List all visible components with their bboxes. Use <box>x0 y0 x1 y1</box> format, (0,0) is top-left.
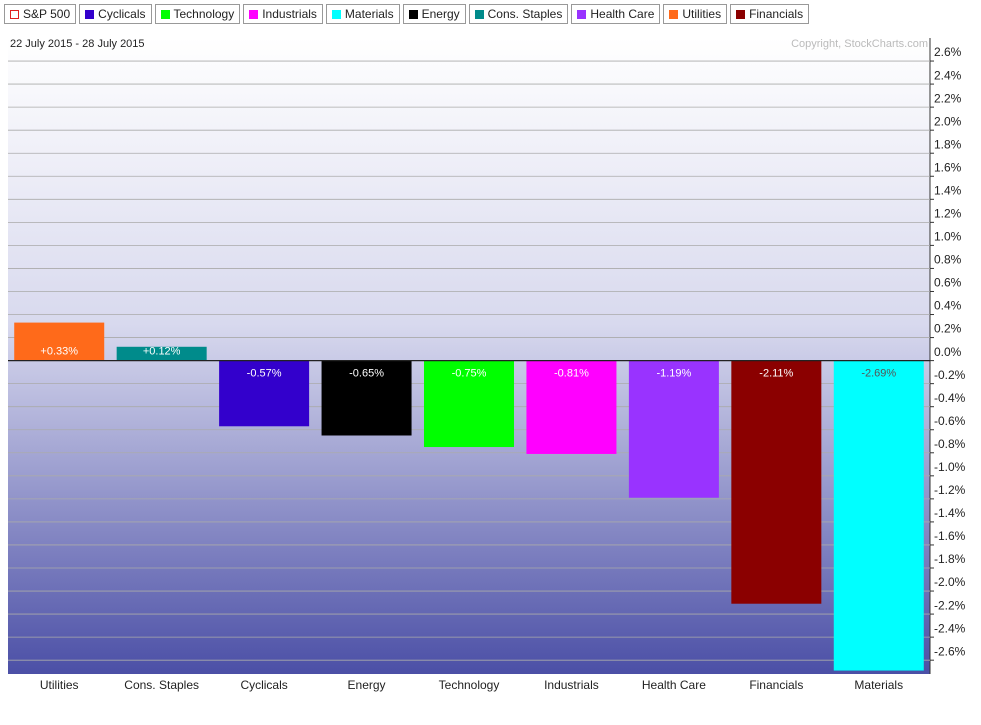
x-tick-label: Utilities <box>40 678 79 692</box>
y-tick-label: -2.0% <box>934 575 966 589</box>
legend-button[interactable]: Technology <box>154 4 241 24</box>
y-tick-label: -1.2% <box>934 483 966 497</box>
value-label: +0.12% <box>143 346 181 358</box>
value-label: -0.57% <box>247 368 282 380</box>
legend-swatch <box>85 9 95 19</box>
bar <box>219 360 310 427</box>
legend-swatch <box>331 9 341 19</box>
y-tick-label: 1.2% <box>934 207 962 221</box>
y-tick-label: -0.4% <box>934 391 966 405</box>
y-tick-label: -1.8% <box>934 552 966 566</box>
x-tick-label: Energy <box>348 678 386 692</box>
legend-label: Utilities <box>682 7 722 21</box>
y-tick-label: 0.2% <box>934 322 962 336</box>
y-tick-label: 1.4% <box>934 183 962 197</box>
legend-swatch <box>160 9 170 19</box>
value-label: -2.11% <box>759 368 793 380</box>
value-label: +0.33% <box>40 346 78 358</box>
x-tick-label: Industrials <box>544 678 599 692</box>
legend-swatch <box>249 9 259 19</box>
legend-label: Cyclicals <box>98 7 146 21</box>
x-tick-label: Cons. Staples <box>124 678 199 692</box>
legend-label: Technology <box>173 7 235 21</box>
legend-label: Energy <box>421 7 460 21</box>
y-tick-label: 2.6% <box>934 45 962 59</box>
value-label: -0.65% <box>349 368 384 380</box>
y-tick-label: 1.6% <box>934 160 962 174</box>
legend-label: Cons. Staples <box>487 7 563 21</box>
legend-swatch <box>408 9 418 19</box>
legend-button[interactable]: Health Care <box>571 4 661 24</box>
value-label: -0.75% <box>452 368 487 380</box>
legend-button[interactable]: Materials <box>325 4 400 24</box>
legend-label: Industrials <box>262 7 317 21</box>
y-tick-label: 2.0% <box>934 114 962 128</box>
legend-swatch <box>736 9 746 19</box>
legend-label: Health Care <box>590 7 655 21</box>
y-tick-label: 0.0% <box>934 345 962 359</box>
x-tick-label: Technology <box>439 678 500 692</box>
legend-button[interactable]: Industrials <box>243 4 323 24</box>
x-tick-label: Financials <box>749 678 803 692</box>
bar <box>321 360 412 436</box>
y-tick-label: 0.8% <box>934 253 962 267</box>
y-tick-label: 2.4% <box>934 68 962 82</box>
y-tick-label: -2.4% <box>934 621 966 635</box>
y-tick-label: 1.8% <box>934 137 962 151</box>
y-tick-label: 0.6% <box>934 276 962 290</box>
value-label: -2.69% <box>861 368 896 380</box>
legend-button[interactable]: Cyclicals <box>79 4 152 24</box>
legend-label: Financials <box>749 7 804 21</box>
legend-swatch <box>474 9 484 19</box>
copyright: Copyright, StockCharts.com <box>791 38 928 50</box>
legend-swatch <box>10 9 19 19</box>
legend-button[interactable]: Utilities <box>663 4 728 24</box>
legend-swatch <box>577 9 587 19</box>
legend-button[interactable]: Financials <box>730 4 810 24</box>
y-tick-label: 2.2% <box>934 91 962 105</box>
y-tick-label: -1.6% <box>934 529 966 543</box>
bar <box>628 360 719 498</box>
legend-button[interactable]: S&P 500 <box>4 4 77 24</box>
y-tick-label: -0.8% <box>934 437 966 451</box>
legend-button[interactable]: Cons. Staples <box>468 4 569 24</box>
bar <box>731 360 822 604</box>
bar <box>14 322 105 361</box>
y-tick-label: -1.0% <box>934 460 966 474</box>
bar <box>833 360 924 671</box>
legend-label: S&P 500 <box>23 7 71 21</box>
x-tick-label: Cyclicals <box>240 678 287 692</box>
y-tick-label: -0.2% <box>934 368 966 382</box>
bar <box>424 360 514 448</box>
y-tick-label: -0.6% <box>934 414 966 428</box>
bar <box>526 360 617 454</box>
legend-label: Materials <box>344 7 394 21</box>
bar <box>116 346 207 361</box>
value-label: -0.81% <box>554 368 589 380</box>
y-tick-label: -2.6% <box>934 644 966 658</box>
x-tick-label: Health Care <box>642 678 706 692</box>
y-tick-label: -1.4% <box>934 506 966 520</box>
legend: S&P 500 Cyclicals Technology Industrials Mat… <box>4 4 810 24</box>
y-tick-label: -2.2% <box>934 598 966 612</box>
value-label: -1.19% <box>656 368 691 380</box>
y-tick-label: 0.4% <box>934 299 962 313</box>
x-tick-label: Materials <box>854 678 903 692</box>
subtitle: 22 July 2015 - 28 July 2015 <box>10 38 145 50</box>
legend-button[interactable]: Energy <box>402 4 466 24</box>
legend-swatch <box>669 9 679 19</box>
y-tick-label: 1.0% <box>934 230 962 244</box>
